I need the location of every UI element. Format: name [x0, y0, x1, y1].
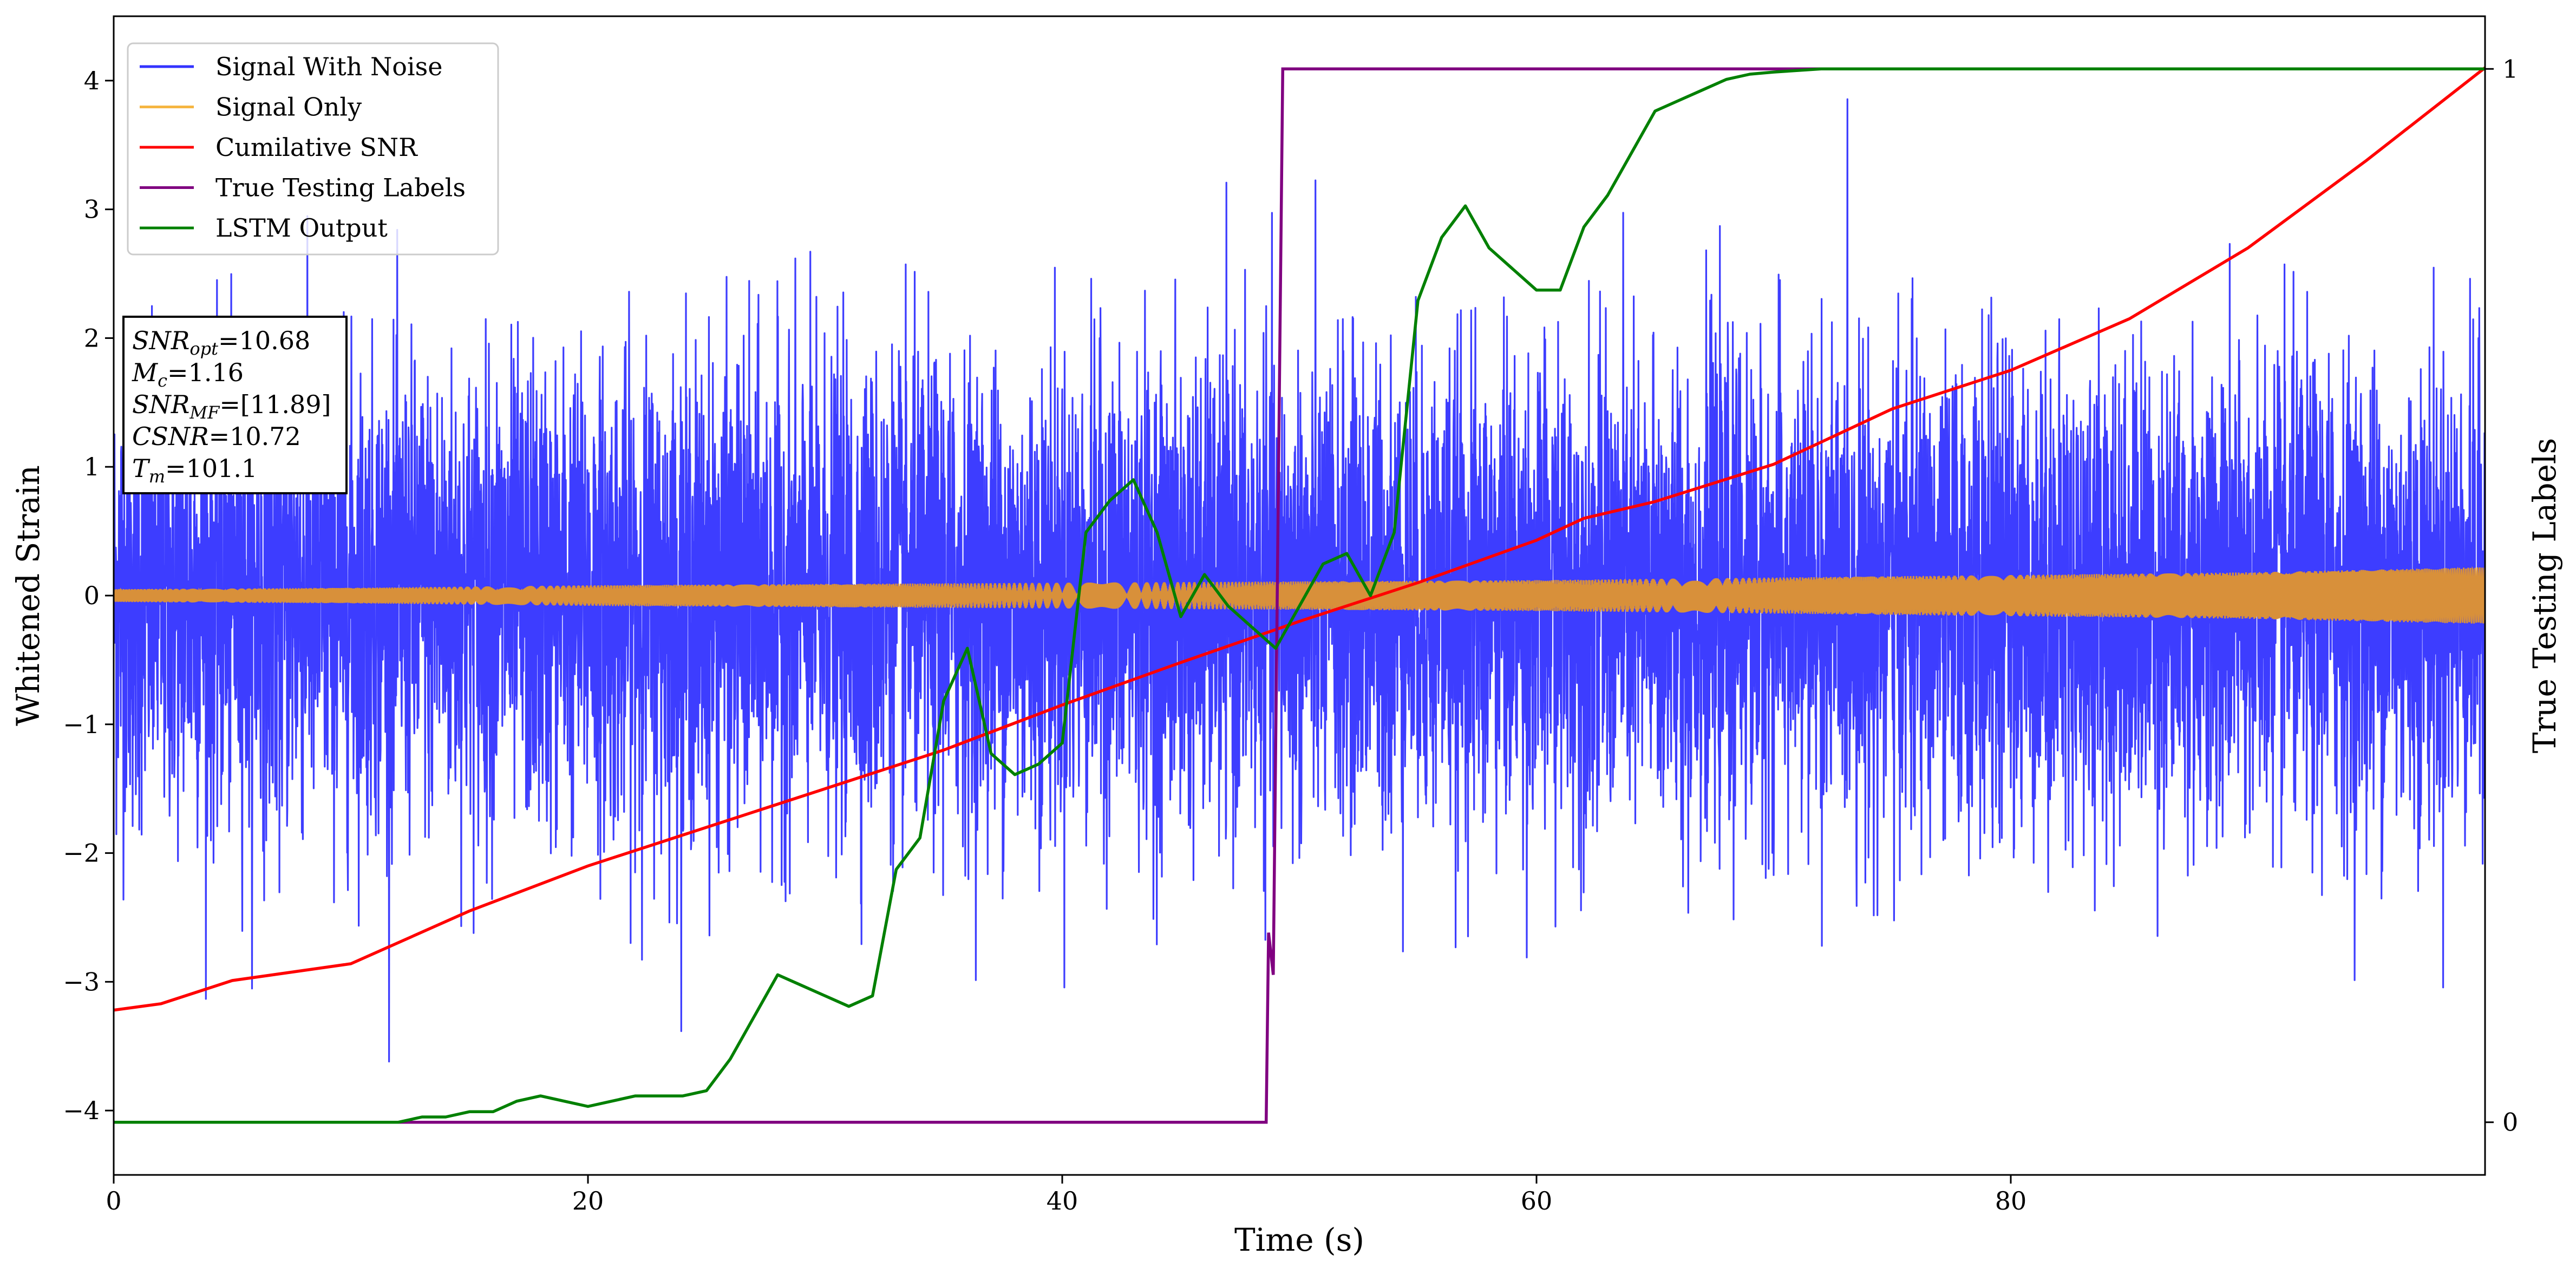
x-tick-label: 60 — [1521, 1186, 1553, 1216]
legend-label: True Testing Labels — [215, 173, 466, 202]
x-axis-label: Time (s) — [1234, 1221, 1364, 1258]
x-tick-label: 80 — [1995, 1186, 2027, 1216]
annot-snr-mf-value: =[11.89] — [219, 390, 331, 419]
y-axis-ticks: −4 −3 −2 −1 0 1 2 3 4 — [63, 66, 114, 1125]
series-lstm-output — [114, 67, 2485, 1124]
legend-label: LSTM Output — [215, 213, 388, 243]
y2-axis-ticks: 01 — [2485, 54, 2518, 1137]
annot-csnr-value: =10.72 — [209, 422, 301, 451]
y-tick-label: −4 — [63, 1096, 100, 1125]
annot-tm-sub: m — [149, 466, 165, 487]
annot-snr-opt-sub: opt — [189, 338, 218, 359]
legend-label: Signal With Noise — [215, 52, 442, 81]
legend-label: Signal Only — [215, 93, 362, 122]
svg-text:Tm=101.1: Tm=101.1 — [132, 454, 257, 487]
series-true-testing-labels — [114, 67, 2485, 1124]
y-tick-label: 2 — [84, 323, 100, 352]
y-tick-label: −3 — [63, 967, 100, 996]
y-tick-label: 4 — [84, 66, 100, 95]
x-tick-label: 20 — [572, 1186, 604, 1216]
x-tick-label: 0 — [106, 1186, 121, 1216]
y-axis-label: Whitened Strain — [10, 465, 47, 726]
annot-mc-value: =1.16 — [167, 358, 244, 387]
y-tick-label: 3 — [84, 195, 100, 224]
y2-tick-label: 1 — [2502, 54, 2518, 83]
legend-label: Cumilative SNR — [215, 133, 418, 162]
legend: Signal With Noise Signal Only Cumilative S… — [127, 42, 499, 256]
annot-tm-symbol: T — [132, 454, 151, 483]
series-cumilative-snr — [114, 66, 2485, 1012]
plot-area — [114, 66, 2485, 1124]
y2-axis-label: True Testing Labels — [2526, 438, 2563, 753]
annotation-box: SNRopt=10.68 Mc=1.16 SNRMF=[11.89] CSNR=… — [122, 316, 348, 494]
x-axis-ticks: 0 20 40 60 80 — [106, 1175, 2026, 1216]
annot-snr-opt-value: =10.68 — [218, 326, 310, 355]
y2-tick-label: 0 — [2502, 1108, 2518, 1137]
x-tick-label: 40 — [1047, 1186, 1078, 1216]
series-signal-with-noise — [114, 98, 2485, 1063]
annot-tm-value: =101.1 — [165, 454, 257, 483]
annotation-frame — [122, 316, 348, 494]
y-tick-label: 1 — [84, 452, 100, 481]
annot-snr-mf-symbol: SNR — [132, 390, 189, 419]
legend-box — [127, 42, 499, 256]
y-tick-label: 0 — [84, 581, 100, 610]
svg-text:CSNR=10.72: CSNR=10.72 — [132, 422, 301, 451]
series-signal-only — [114, 566, 2485, 624]
annot-snr-opt-symbol: SNR — [132, 326, 189, 355]
annot-mc-symbol: M — [132, 358, 159, 387]
svg-text:SNRopt=10.68: SNRopt=10.68 — [132, 326, 310, 359]
svg-text:Mc=1.16: Mc=1.16 — [132, 358, 244, 391]
annot-snr-mf-sub: MF — [189, 402, 220, 423]
y-tick-label: −1 — [63, 710, 100, 739]
svg-text:SNRMF=[11.89]: SNRMF=[11.89] — [132, 390, 331, 423]
annot-csnr-symbol: CSNR — [132, 422, 209, 451]
y-tick-label: −2 — [63, 839, 100, 868]
annot-mc-sub: c — [158, 370, 167, 391]
